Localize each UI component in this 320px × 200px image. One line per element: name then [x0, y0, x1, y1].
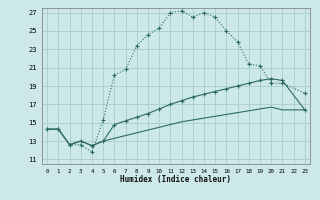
X-axis label: Humidex (Indice chaleur): Humidex (Indice chaleur) — [121, 175, 231, 184]
